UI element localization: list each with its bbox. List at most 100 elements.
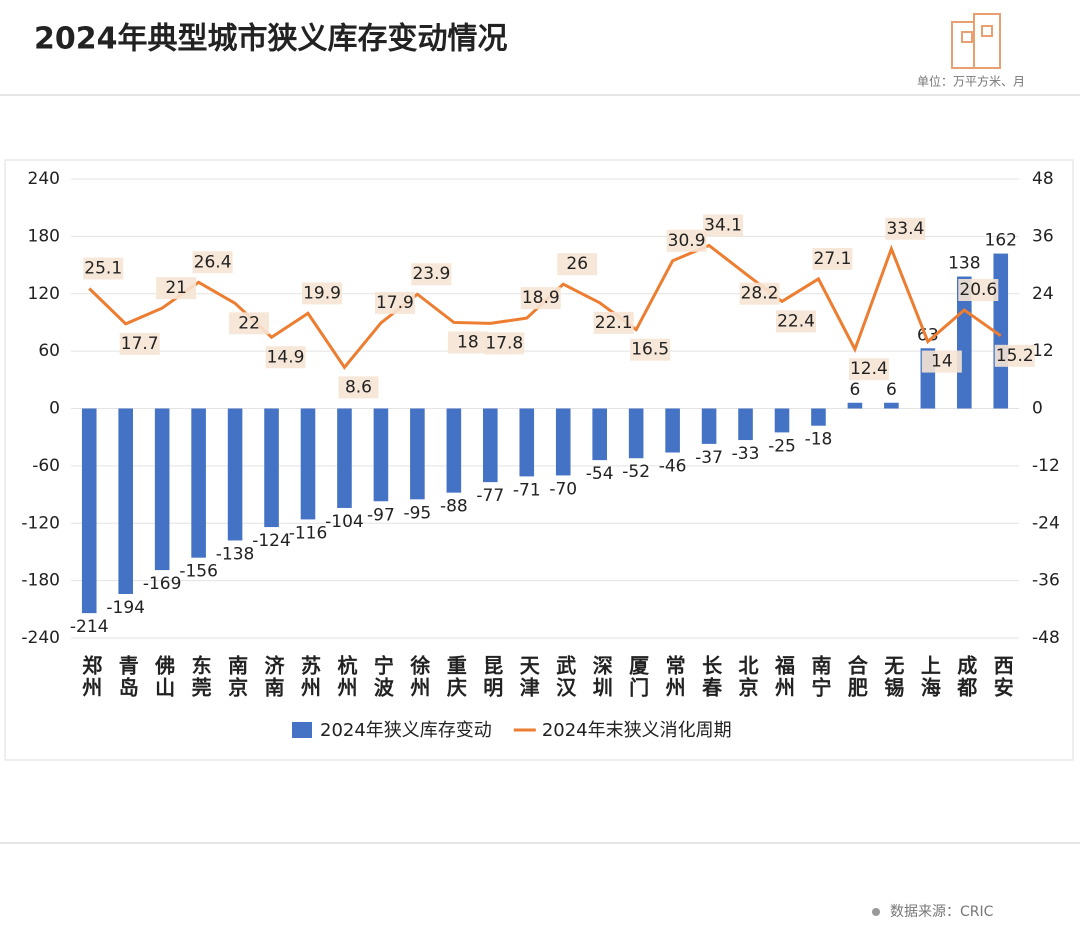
legend-swatch (292, 722, 312, 738)
bar (592, 408, 607, 461)
line-label-bg (229, 312, 270, 335)
bar-label: -88 (440, 497, 468, 517)
x-tick-label: 宁波 (370, 654, 394, 699)
x-tick-label: 无锡 (881, 655, 905, 699)
line-label: 14.9 (267, 347, 305, 367)
y2-tick-label: -24 (1032, 513, 1060, 533)
x-tick-label: 深圳 (589, 655, 613, 699)
line-label-bg (156, 277, 197, 300)
line-label-bg (520, 287, 561, 310)
line-label: 26 (566, 254, 588, 274)
chart-frame (4, 159, 1074, 761)
x-tick-label: 佛山 (152, 655, 176, 699)
logo-icon (951, 13, 1001, 69)
line-label: 15.2 (996, 346, 1034, 366)
line-label: 21 (165, 278, 187, 298)
line-label: 28.2 (741, 284, 779, 304)
x-tick-label: 苏州 (298, 655, 322, 699)
line-label-bg (958, 279, 999, 302)
line-label: 14 (931, 352, 953, 372)
y2-tick-label: 0 (1032, 399, 1043, 419)
bar-label: -194 (106, 598, 145, 618)
line-label: 26.4 (194, 252, 232, 272)
line-label-bg (994, 344, 1035, 367)
legend-label: 2024年末狭义消化周期 (542, 720, 732, 741)
bar (884, 402, 899, 409)
legend-label: 2024年狭义库存变动 (320, 720, 492, 741)
line-label: 18 (457, 332, 479, 352)
line-label: 17.8 (485, 333, 523, 353)
y-tick-label: 0 (49, 399, 60, 419)
line-label-bg (557, 253, 598, 276)
line-label-bg (192, 251, 233, 274)
y2-tick-label: -12 (1032, 456, 1060, 476)
title: 2024年典型城市狭义库存变动情况 (34, 22, 508, 57)
x-tick-label: 昆明 (480, 655, 504, 699)
line-label: 20.6 (959, 280, 997, 300)
bar-label: -138 (216, 544, 255, 564)
y-tick-label: -60 (32, 456, 60, 476)
line-label: 22.1 (595, 313, 633, 333)
line-label: 18.9 (522, 288, 560, 308)
line-label: 27.1 (814, 249, 852, 269)
bar-label: 162 (985, 231, 1017, 251)
line-label: 30.9 (668, 231, 706, 251)
line-label-bg (119, 332, 160, 355)
line-label-bg (812, 247, 853, 270)
bar (81, 408, 97, 614)
bar-label: -104 (325, 512, 364, 532)
line-label: 22.4 (777, 311, 815, 331)
x-tick-label: 青岛 (115, 655, 139, 699)
line-label-bg (447, 331, 488, 354)
line-label-bg (703, 214, 744, 237)
x-tick-label: 厦门 (626, 655, 650, 699)
line-label: 12.4 (850, 359, 888, 379)
bar (118, 408, 133, 595)
x-tick-label: 上海 (917, 655, 941, 699)
y2-tick-label: -48 (1032, 628, 1060, 648)
x-tick-label: 合肥 (844, 654, 868, 699)
line-label-bg (265, 346, 306, 369)
bar-label: -97 (367, 505, 395, 525)
bar-label: -77 (476, 486, 504, 506)
bar (847, 402, 863, 409)
line-label: 33.4 (886, 219, 924, 239)
bar (519, 408, 535, 477)
bar (410, 408, 425, 500)
bar (300, 408, 316, 520)
line-label-bg (593, 311, 634, 334)
y-tick-label: -240 (21, 628, 60, 648)
bar (264, 408, 279, 528)
line-label-bg (776, 310, 816, 333)
line-label-bg (302, 282, 342, 305)
line-label: 25.1 (84, 258, 122, 278)
y2-tick-label: -36 (1032, 571, 1060, 591)
bar-label: -214 (70, 617, 109, 637)
bar-label: -70 (549, 479, 577, 499)
bar (811, 408, 826, 426)
x-tick-label: 郑州 (79, 655, 103, 699)
y2-tick-label: 12 (1032, 341, 1054, 361)
y-tick-label: -180 (21, 571, 60, 591)
bar (628, 408, 644, 459)
x-tick-label: 南京 (225, 655, 249, 699)
x-tick-label: 杭州 (334, 654, 358, 699)
y2-tick-label: 48 (1032, 169, 1054, 189)
y-tick-label: 180 (28, 226, 60, 246)
y2-tick-label: 24 (1032, 284, 1054, 304)
x-tick-label: 成都 (954, 654, 978, 699)
x-tick-label: 济南 (261, 654, 285, 699)
bar-label: 6 (850, 380, 861, 400)
line-label-bg (848, 358, 889, 381)
line-label-bg (338, 376, 379, 399)
bar (483, 408, 498, 483)
bar-label: -33 (732, 444, 760, 464)
x-tick-label: 武汉 (553, 655, 577, 699)
y2-tick-label: 36 (1032, 226, 1054, 246)
x-tick-label: 南宁 (808, 655, 832, 699)
bar (446, 408, 462, 493)
bar-label: -25 (768, 436, 796, 456)
bar-label: -46 (659, 456, 687, 476)
bar (701, 408, 717, 444)
bar (191, 408, 206, 558)
